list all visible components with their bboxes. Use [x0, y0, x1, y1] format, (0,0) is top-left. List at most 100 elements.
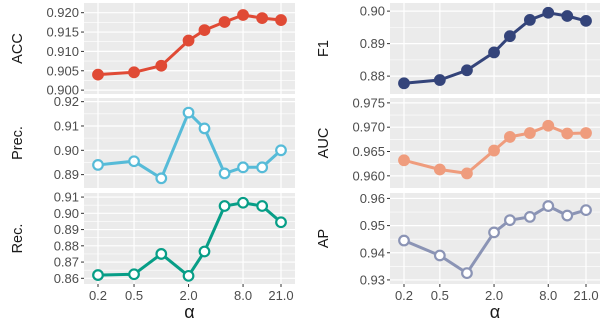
rec-ytick-label: 0.91: [54, 190, 79, 205]
rec-data-point: [275, 216, 287, 229]
auc-data-point: [504, 131, 516, 143]
auc-data-point: [561, 127, 574, 140]
prec-y-axis-label: Prec.: [10, 126, 26, 160]
ap-data-point: [461, 267, 473, 280]
acc-ytick-label: 0.900: [46, 83, 79, 98]
acc-data-point: [92, 68, 104, 81]
auc-data-point: [542, 119, 555, 132]
prec-ytick-label: 0.92: [54, 94, 79, 109]
auc-ytick-label: 0.970: [352, 120, 385, 135]
auc-y-axis-label: AUC: [316, 128, 332, 159]
ap-data-point: [488, 226, 500, 239]
acc-ytick-label: 0.905: [46, 63, 79, 78]
prec-ytick-label: 0.91: [54, 118, 79, 133]
acc-data-point: [237, 9, 249, 21]
rec-data-point: [237, 196, 249, 209]
auc-ytick-label: 0.965: [352, 144, 385, 159]
rec-xtick-label: 2.0: [180, 288, 198, 303]
acc-ytick-label: 0.920: [46, 5, 79, 20]
rec-xtick-label: 8.0: [234, 288, 252, 303]
prec-data-point: [256, 161, 269, 174]
prec-data-point: [128, 155, 140, 168]
f1-panel: 0.88 0.89 0.90 F1: [316, 3, 600, 94]
acc-data-point: [218, 16, 231, 28]
ap-data-point: [504, 214, 516, 227]
ap-ytick-label: 0.93: [360, 272, 385, 287]
rec-xtick-label: 21.0: [268, 288, 293, 303]
auc-ytick-label: 0.960: [352, 168, 385, 183]
f1-y-axis-label: F1: [316, 40, 332, 57]
acc-ytick-label: 0.915: [46, 25, 79, 40]
ap-data-point: [433, 249, 446, 262]
ap-xtick-label: 0.2: [395, 288, 413, 303]
auc-data-point: [523, 127, 536, 139]
prec-panel: 0.89 0.90 0.91 0.92 Prec.: [10, 94, 295, 188]
ap-ytick-label: 0.94: [360, 245, 385, 260]
rec-y-axis-label: Rec.: [10, 224, 26, 254]
ap-ytick-label: 0.95: [360, 218, 385, 233]
acc-ytick-label: 0.910: [46, 44, 79, 59]
acc-y-axis-label: ACC: [10, 33, 26, 64]
ap-data-point: [561, 209, 574, 222]
rec-data-point: [198, 245, 211, 258]
f1-data-point: [398, 77, 410, 90]
f1-data-point: [580, 14, 592, 27]
rec-data-point: [256, 200, 269, 212]
ap-xtick-label: 0.5: [431, 288, 449, 303]
f1-data-point: [542, 6, 555, 19]
f1-data-point: [488, 46, 500, 59]
prec-data-point: [155, 172, 168, 185]
rec-xtick-label: 0.2: [89, 288, 107, 303]
rec-data-point: [128, 268, 140, 281]
rec-xtick-label: 0.5: [125, 288, 143, 303]
auc-data-point: [580, 127, 592, 139]
auc-panel: 0.960 0.965 0.970 0.975 AUC: [316, 95, 600, 188]
f1-ytick-label: 0.90: [360, 4, 385, 19]
auc-data-point: [461, 167, 473, 180]
prec-data-point: [237, 161, 249, 174]
acc-data-point: [155, 59, 168, 72]
auc-data-point: [398, 154, 410, 167]
ap-x-axis-label: α: [490, 302, 500, 320]
f1-data-point: [461, 64, 473, 77]
f1-data-point: [561, 10, 574, 22]
auc-data-point: [488, 144, 500, 157]
rec-x-axis-label: α: [184, 302, 194, 320]
prec-data-point: [182, 106, 195, 119]
ap-ytick-label: 0.96: [360, 191, 385, 206]
ap-data-point: [580, 204, 592, 217]
acc-data-point: [182, 34, 195, 47]
f1-data-point: [504, 30, 516, 43]
prec-data-point: [92, 158, 104, 171]
prec-data-point: [198, 122, 211, 135]
rec-ytick-label: 0.90: [54, 206, 79, 221]
ap-panel: 0.93 0.94 0.95 0.96 AP 0.2 0.5 2.0 8.0 21.0 α: [316, 191, 600, 320]
rec-panel: 0.860.87 0.880.890.900.91 Rec. 0.2 0.5 2.0 8.0…: [10, 190, 295, 320]
f1-ytick-label: 0.88: [360, 69, 385, 84]
rec-ytick-label: 0.87: [54, 255, 79, 270]
ap-data-point: [398, 234, 410, 247]
ap-y-axis-label: AP: [316, 229, 332, 248]
acc-panel: 0.900 0.905 0.910 0.915 0.920 ACC: [10, 3, 295, 98]
ap-plot-area: [390, 193, 600, 284]
ap-xtick-label: 21.0: [573, 288, 598, 303]
rec-data-point: [218, 200, 231, 212]
auc-ytick-label: 0.975: [352, 95, 385, 110]
rec-data-point: [155, 248, 168, 260]
prec-ytick-label: 0.90: [54, 143, 79, 158]
acc-data-point: [275, 14, 287, 26]
auc-plot-area: [390, 98, 600, 188]
f1-data-point: [433, 74, 446, 86]
acc-data-point: [256, 12, 269, 25]
ap-xtick-label: 2.0: [485, 288, 503, 303]
rec-data-point: [182, 269, 195, 282]
rec-ytick-label: 0.89: [54, 222, 79, 237]
f1-ytick-label: 0.89: [360, 36, 385, 51]
auc-data-point: [433, 163, 446, 176]
ap-data-point: [542, 200, 555, 212]
prec-data-point: [218, 167, 231, 180]
f1-data-point: [523, 13, 536, 26]
ap-data-point: [523, 211, 536, 223]
acc-data-point: [198, 24, 211, 37]
